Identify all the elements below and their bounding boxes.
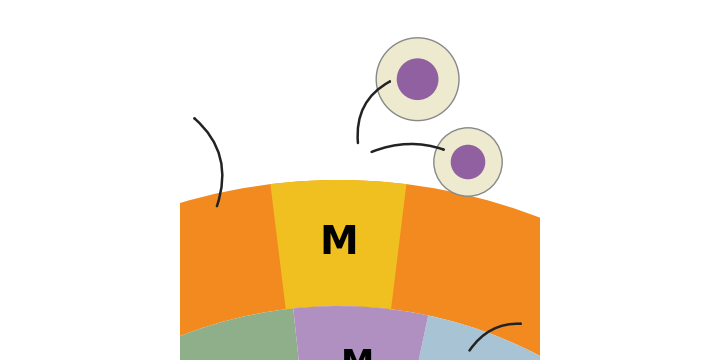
FancyArrowPatch shape (372, 144, 444, 152)
Text: M: M (341, 348, 374, 360)
Text: M: M (319, 224, 358, 262)
FancyArrowPatch shape (358, 81, 390, 143)
Wedge shape (0, 309, 305, 360)
Circle shape (451, 145, 485, 179)
Circle shape (397, 58, 438, 100)
FancyArrowPatch shape (469, 324, 521, 351)
Circle shape (377, 38, 459, 121)
Wedge shape (0, 180, 720, 360)
Wedge shape (404, 315, 720, 360)
Circle shape (433, 128, 503, 196)
Wedge shape (293, 306, 428, 360)
FancyArrowPatch shape (194, 118, 222, 206)
Wedge shape (271, 180, 406, 309)
